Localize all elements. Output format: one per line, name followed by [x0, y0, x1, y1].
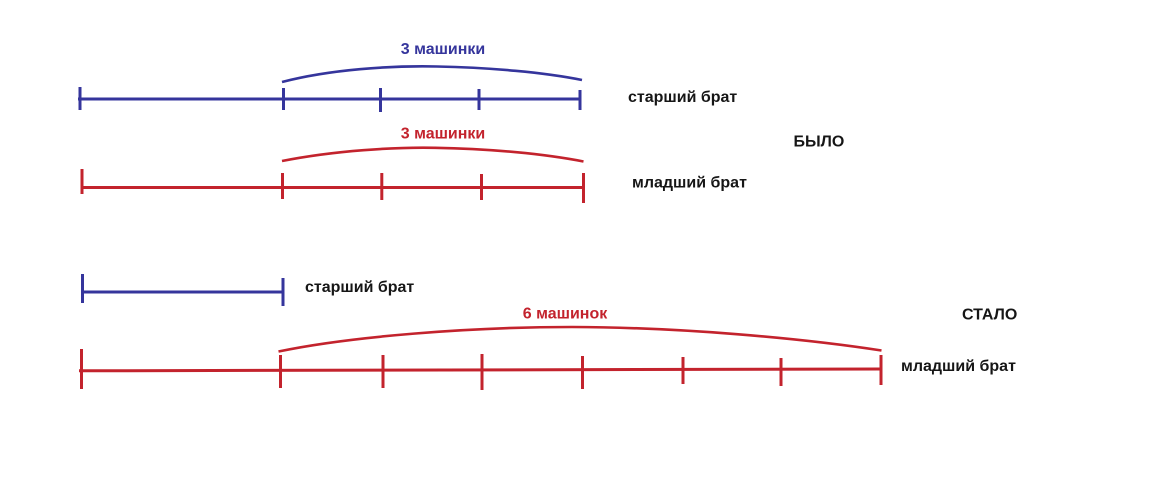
svg-text:6 машинок: 6 машинок: [523, 306, 608, 323]
svg-text:3 машинки: 3 машинки: [401, 41, 486, 58]
svg-text:БЫЛО: БЫЛО: [794, 134, 845, 151]
svg-text:младший брат: младший брат: [632, 175, 747, 192]
svg-text:старший брат: старший брат: [305, 279, 414, 296]
svg-text:СТАЛО: СТАЛО: [962, 307, 1017, 324]
svg-text:младший брат: младший брат: [901, 358, 1016, 375]
svg-text:старший брат: старший брат: [628, 89, 737, 106]
svg-text:3 машинки: 3 машинки: [401, 126, 486, 143]
